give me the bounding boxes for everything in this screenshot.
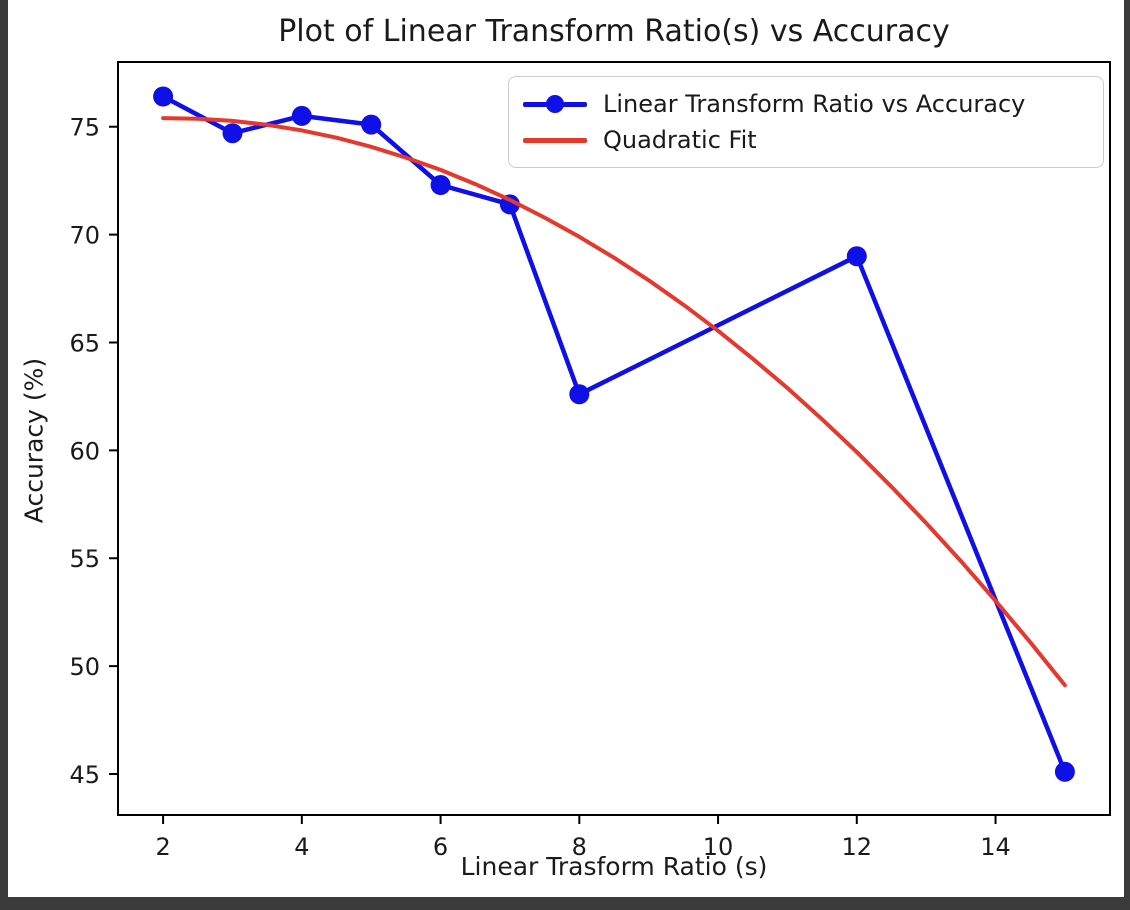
x-tick-label: 10 xyxy=(703,833,734,861)
y-tick-label: 45 xyxy=(69,761,100,789)
data-point-marker xyxy=(291,105,312,126)
y-tick-label: 55 xyxy=(69,545,100,573)
data-point-marker xyxy=(1054,761,1075,782)
quadratic-fit-line xyxy=(161,116,1067,688)
blue-line-marker-swatch-icon xyxy=(523,94,587,114)
y-tick-label: 75 xyxy=(69,114,100,142)
data-point-marker xyxy=(361,114,382,135)
data-point-marker xyxy=(846,246,867,267)
axes-spines xyxy=(117,61,1111,816)
y-axis-label: Accuracy (%) xyxy=(19,357,49,524)
x-tick-label: 8 xyxy=(572,833,587,861)
legend-label-series: Linear Transform Ratio vs Accuracy xyxy=(603,90,1026,118)
x-tick-label: 2 xyxy=(155,833,170,861)
x-tick-label: 14 xyxy=(980,833,1011,861)
red-line-swatch-icon xyxy=(523,130,587,150)
x-tick-label: 6 xyxy=(433,833,448,861)
data-point-marker xyxy=(153,86,174,107)
x-tick-label: 12 xyxy=(842,833,873,861)
legend-box: Linear Transform Ratio vs Accuracy Quadr… xyxy=(508,76,1104,168)
y-tick-label: 70 xyxy=(69,222,100,250)
plot-area: 2 4 6 8 10 12 14 45 50 55 60 65 70 75 xyxy=(69,61,1111,861)
plot-title: Plot of Linear Transform Ratio(s) vs Acc… xyxy=(278,14,950,49)
data-series-line xyxy=(160,94,1068,775)
x-axis-label: Linear Trasform Ratio (s) xyxy=(460,852,768,881)
x-tick-label: 4 xyxy=(294,833,309,861)
data-point-marker xyxy=(430,175,451,195)
y-tick-label: 50 xyxy=(69,653,100,681)
figure-canvas: Plot of Linear Transform Ratio(s) vs Acc… xyxy=(8,0,1124,897)
y-tick-label: 60 xyxy=(69,437,100,465)
y-tick-label: 65 xyxy=(69,329,100,357)
data-point-marker xyxy=(222,123,243,144)
legend-item-fit: Quadratic Fit xyxy=(523,126,1089,154)
legend-item-series: Linear Transform Ratio vs Accuracy xyxy=(523,90,1089,118)
data-point-marker xyxy=(569,384,590,405)
legend-label-fit: Quadratic Fit xyxy=(603,126,757,154)
